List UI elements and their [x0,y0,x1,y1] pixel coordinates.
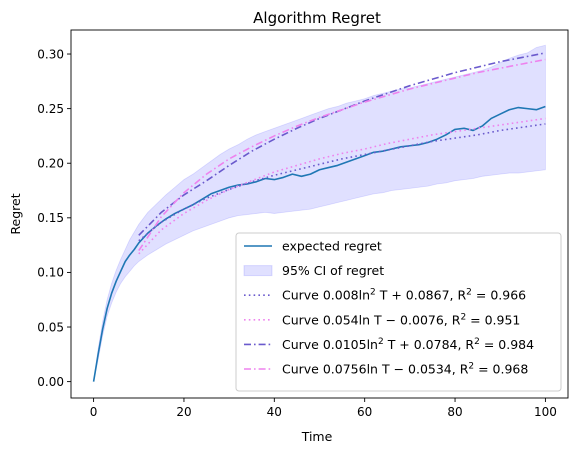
chart-title: Algorithm Regret [253,9,381,27]
y-tick-label: 0.10 [37,266,64,280]
ci-band [93,44,546,382]
y-tick-label: 0.25 [37,102,64,116]
legend-label: expected regret [282,239,382,254]
plot-frame [70,29,569,399]
x-tick-label: 0 [90,405,98,419]
legend-label: Curve 0.0756ln T − 0.0534, R2 = 0.968 [282,362,528,377]
y-tick-label: 0.30 [37,47,64,61]
x-tick-label: 60 [357,405,372,419]
legend-label: 95% CI of regret [282,263,384,278]
y-tick-label: 0.20 [37,157,64,171]
legend-label: Curve 0.008ln2 T + 0.0867, R2 = 0.966 [282,288,526,303]
legend-label: Curve 0.054ln T − 0.0076, R2 = 0.951 [282,312,520,327]
legend-label: Curve 0.0105ln2 T + 0.0784, R2 = 0.984 [282,337,534,352]
legend: expected regret 95% CI of regret Curve 0.0… [235,232,562,392]
y-tick-label: 0.15 [37,211,64,225]
series-line-0 [92,105,546,382]
legend-box [235,232,562,392]
y-tick-label: 0.00 [37,375,64,389]
series-line-4 [138,58,546,252]
legend-swatch-band [243,265,273,277]
x-tick-label: 80 [447,405,462,419]
x-tick-label: 20 [176,405,191,419]
series-line-3 [138,52,546,236]
plot-area [92,44,546,382]
y-tick-label: 0.05 [37,320,64,334]
y-axis-label: Regret [8,193,23,234]
x-tick-label: 40 [267,405,282,419]
series-line-1 [138,123,546,242]
x-tick-label: 100 [534,405,557,419]
series-line-2 [138,117,546,255]
axes: 0 20 40 60 80 100 0.00 0.05 0.10 0.15 0.20 0.25 0.30 [37,47,557,419]
x-axis-label: Time [301,429,333,444]
